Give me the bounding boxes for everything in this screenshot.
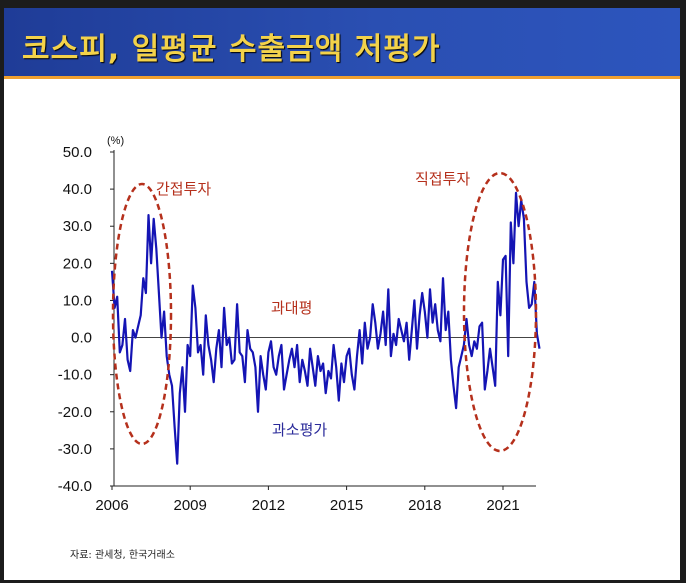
x-tick-label: 2012 (252, 497, 285, 514)
chart: 50.0 40.0 30.0 20.0 10.0 0.0 -10.0 -20.0 -30.0 -4… (58, 135, 541, 514)
annotation-overvalued: 과대평 (271, 299, 312, 317)
y-tick-label: 30.0 (63, 218, 92, 235)
y-tick-label: 40.0 (63, 181, 92, 198)
y-tick-label: -10.0 (58, 367, 92, 384)
x-tick-label: 2015 (330, 497, 363, 514)
y-unit-label: (%) (107, 135, 124, 147)
title-bar: 코스피, 일평균 수출금액 저평가 (4, 8, 680, 79)
y-tick-label: 50.0 (63, 144, 92, 161)
source-note: 자료: 관세청, 한국거래소 (70, 550, 175, 561)
series-line (110, 191, 541, 465)
slide-title: 코스피, 일평균 수출금액 저평가 (22, 32, 441, 67)
y-tick-label: 10.0 (63, 292, 92, 309)
y-tick-label: 20.0 (63, 255, 92, 272)
annotation-indirect-investment: 간접투자 (156, 180, 211, 198)
x-tick-label: 2009 (174, 497, 207, 514)
indirect-investment-ellipse (111, 182, 173, 446)
annotation-direct-investment: 직접투자 (415, 170, 470, 188)
y-tick-label: -20.0 (58, 404, 92, 421)
x-tick-label: 2018 (408, 497, 441, 514)
y-tick-label: -40.0 (58, 478, 92, 495)
annotation-undervalued: 과소평가 (272, 421, 327, 439)
slide: 코스피, 일평균 수출금액 저평가 50.0 40.0 30.0 20.0 10.0 0.… (4, 8, 680, 580)
direct-investment-ellipse (462, 171, 538, 453)
x-tick-label: 2021 (486, 497, 519, 514)
y-tick-label: -30.0 (58, 441, 92, 458)
chart-plot-area: 50.0 40.0 30.0 20.0 10.0 0.0 -10.0 -20.0 -30.0 -4… (58, 135, 541, 514)
y-tick-label: 0.0 (71, 330, 92, 347)
x-tick-label: 2006 (95, 497, 128, 514)
